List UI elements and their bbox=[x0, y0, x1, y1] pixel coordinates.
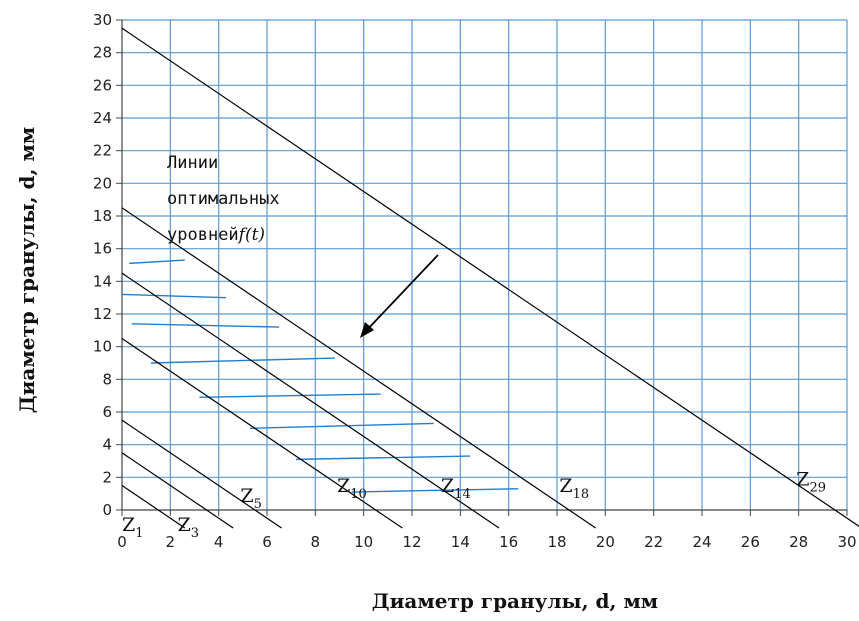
x-tick-label: 16 bbox=[499, 533, 518, 551]
x-tick-label: 10 bbox=[354, 533, 373, 551]
z-line bbox=[121, 485, 186, 529]
z-label-sub: 18 bbox=[573, 487, 590, 502]
z-label-base: Z bbox=[178, 514, 191, 536]
optimal-level-lines bbox=[122, 259, 519, 493]
annotation-line-1: Линии bbox=[167, 153, 218, 173]
z-label-29: Z29 bbox=[796, 469, 826, 496]
z-label-base: Z bbox=[337, 475, 350, 497]
x-tick-label: 18 bbox=[547, 533, 566, 551]
z-label-sub: 1 bbox=[135, 526, 143, 541]
annotation-line-2: оптимальных bbox=[167, 189, 280, 209]
y-tick-label: 12 bbox=[93, 305, 112, 323]
x-tick-label: 24 bbox=[692, 533, 711, 551]
z-label-base: Z bbox=[441, 475, 454, 497]
annotation-line-3: уровнейf(t) bbox=[167, 225, 265, 245]
z-label-sub: 14 bbox=[454, 487, 471, 502]
z-label-base: Z bbox=[122, 514, 135, 536]
z-label-base: Z bbox=[559, 475, 572, 497]
level-line bbox=[122, 293, 226, 299]
z-label-sub: 3 bbox=[191, 526, 199, 541]
z-line bbox=[121, 452, 234, 529]
y-tick-label: 22 bbox=[93, 142, 112, 160]
annotation-arrowhead bbox=[360, 322, 374, 338]
z-label-sub: 10 bbox=[350, 487, 367, 502]
y-tick-label: 24 bbox=[93, 109, 112, 127]
y-tick-label: 26 bbox=[93, 76, 112, 94]
x-axis-title: Диаметр гранулы, d, мм bbox=[372, 589, 658, 613]
level-line bbox=[150, 357, 335, 364]
y-tick-label: 14 bbox=[93, 272, 112, 290]
x-tick-label: 26 bbox=[741, 533, 760, 551]
x-tick-label: 12 bbox=[402, 533, 421, 551]
y-tick-label: 2 bbox=[102, 468, 112, 486]
y-tick-label: 4 bbox=[102, 436, 112, 454]
x-tick-label: 6 bbox=[262, 533, 272, 551]
y-tick-label: 8 bbox=[102, 370, 112, 388]
z-line bbox=[121, 207, 597, 529]
axes bbox=[116, 19, 848, 516]
annotation-arrow bbox=[364, 254, 439, 333]
level-line bbox=[129, 259, 185, 265]
level-line bbox=[250, 422, 434, 430]
z-line bbox=[121, 272, 500, 529]
z-label-base: Z bbox=[796, 469, 809, 491]
y-tick-label: 6 bbox=[102, 403, 112, 421]
z-label-3: Z3 bbox=[178, 514, 199, 541]
x-tick-label: 0 bbox=[117, 533, 127, 551]
y-tick-label: 20 bbox=[93, 174, 112, 192]
z-line bbox=[121, 419, 282, 529]
z-line bbox=[121, 27, 859, 528]
annotation-line-3-text: уровней bbox=[167, 225, 239, 245]
y-tick-label: 18 bbox=[93, 207, 112, 225]
z-label-sub: 5 bbox=[254, 497, 262, 512]
x-tick-label: 8 bbox=[311, 533, 321, 551]
x-tick-label: 20 bbox=[596, 533, 615, 551]
annotation: Линии оптимальных уровнейf(t) bbox=[167, 153, 439, 338]
x-tick-label: 22 bbox=[644, 533, 663, 551]
level-line bbox=[351, 488, 519, 493]
x-tick-labels: 0 2 4 6 8 10 12 14 16 18 20 22 24 26 28 30 bbox=[117, 533, 856, 551]
z-label-10: Z10 bbox=[337, 475, 367, 502]
z-label-14: Z14 bbox=[441, 475, 471, 502]
level-line bbox=[199, 393, 381, 398]
z-label-base: Z bbox=[240, 485, 253, 507]
y-tick-label: 16 bbox=[93, 240, 112, 258]
z-label-1: Z1 bbox=[122, 514, 143, 541]
level-line bbox=[295, 455, 471, 461]
z-diagonal-lines bbox=[121, 27, 859, 529]
y-tick-label: 28 bbox=[93, 44, 112, 62]
z-label-sub: 29 bbox=[809, 481, 826, 496]
y-tick-label: 30 bbox=[93, 11, 112, 29]
annotation-ft: f(t) bbox=[237, 225, 265, 245]
z-label-18: Z18 bbox=[559, 475, 589, 502]
y-tick-label: 10 bbox=[93, 338, 112, 356]
level-line bbox=[131, 323, 280, 328]
y-axis-title: Диаметр гранулы, d, мм bbox=[15, 127, 39, 413]
z-line bbox=[121, 338, 403, 529]
x-tick-label: 30 bbox=[837, 533, 856, 551]
grid-lines bbox=[122, 19, 848, 510]
x-tick-label: 2 bbox=[166, 533, 176, 551]
x-tick-label: 28 bbox=[789, 533, 808, 551]
y-tick-label: 0 bbox=[102, 501, 112, 519]
x-tick-label: 14 bbox=[451, 533, 470, 551]
x-tick-label: 4 bbox=[214, 533, 224, 551]
z-label-5: Z5 bbox=[240, 485, 261, 512]
